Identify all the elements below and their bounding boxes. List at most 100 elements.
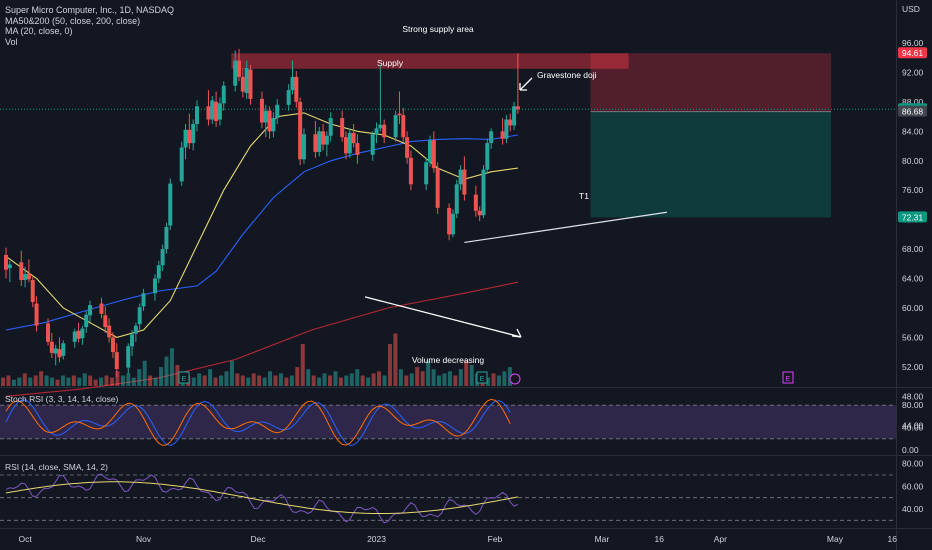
price-tag-label: 72.31 bbox=[902, 212, 924, 222]
candle-body bbox=[317, 131, 322, 152]
volume-bar bbox=[447, 371, 452, 386]
candle bbox=[164, 222, 169, 254]
candle-body bbox=[26, 273, 31, 280]
candle bbox=[481, 165, 486, 219]
price-tick-label: 96.00 bbox=[902, 38, 924, 48]
candle bbox=[244, 60, 249, 99]
volume-bar bbox=[6, 375, 11, 386]
volume-bar bbox=[442, 373, 447, 386]
t1-label: T1 bbox=[579, 191, 589, 201]
volume-bar bbox=[1, 377, 5, 386]
candle-body bbox=[382, 124, 387, 138]
candle-body bbox=[294, 76, 299, 102]
price-tick-label: 88.00 bbox=[902, 97, 924, 107]
price-tick-label: 64.00 bbox=[902, 274, 924, 284]
candle-body bbox=[321, 131, 326, 145]
volume-bar bbox=[398, 369, 403, 386]
candle bbox=[53, 344, 58, 366]
candle-body bbox=[374, 128, 379, 135]
candle-body bbox=[504, 119, 509, 139]
rsi-line bbox=[5, 473, 519, 524]
candle-body bbox=[343, 137, 348, 154]
candle-body bbox=[84, 314, 89, 328]
volume-bar bbox=[137, 369, 142, 386]
earnings-marker bbox=[782, 371, 794, 384]
candle-body bbox=[401, 115, 406, 138]
volume-bar bbox=[360, 375, 365, 386]
candle-body bbox=[370, 134, 375, 155]
candle-body bbox=[53, 348, 58, 354]
candle-body bbox=[508, 119, 513, 126]
candle bbox=[49, 332, 54, 359]
candle bbox=[240, 68, 245, 98]
candle bbox=[294, 70, 299, 108]
volume-bar bbox=[55, 379, 60, 386]
candle bbox=[130, 330, 135, 356]
candle-body bbox=[221, 85, 226, 104]
candle bbox=[512, 101, 517, 130]
candle-body bbox=[168, 183, 173, 226]
candle bbox=[30, 277, 35, 308]
candle-body bbox=[130, 334, 135, 347]
candle-body bbox=[481, 169, 486, 216]
candle-body bbox=[195, 106, 199, 124]
volume-bar bbox=[251, 373, 256, 386]
candle-body bbox=[286, 90, 291, 105]
candle bbox=[290, 60, 295, 95]
volume-bar bbox=[328, 375, 332, 386]
rsi-tick-label: 80.00 bbox=[902, 459, 924, 469]
candle-body bbox=[49, 341, 54, 353]
candle bbox=[160, 244, 165, 272]
price-tag-label: 86.68 bbox=[902, 107, 924, 117]
volume-legend: Vol bbox=[5, 36, 18, 47]
time-tick-label: 16 bbox=[888, 534, 898, 544]
price-tick-label: 76.00 bbox=[902, 185, 924, 195]
ma20-legend: MA (20, close, 0) bbox=[5, 26, 73, 36]
candle-body bbox=[72, 331, 77, 342]
candle bbox=[263, 104, 268, 138]
volume-bar bbox=[131, 377, 136, 386]
candle-body bbox=[183, 129, 188, 148]
candle-body bbox=[76, 330, 81, 339]
candle bbox=[428, 135, 433, 167]
volume-bar bbox=[175, 365, 180, 386]
volume-bar bbox=[120, 375, 125, 386]
candle-body bbox=[301, 134, 306, 160]
candle bbox=[286, 84, 291, 111]
candle bbox=[408, 150, 413, 191]
candle bbox=[454, 179, 459, 219]
volume-bar bbox=[88, 375, 93, 386]
volume-bar bbox=[333, 371, 338, 386]
candle-body bbox=[34, 303, 39, 326]
price-tag-label: 94.61 bbox=[902, 48, 924, 58]
candle bbox=[237, 48, 242, 82]
candle-body bbox=[103, 315, 108, 328]
candle bbox=[450, 209, 455, 238]
volume-bar bbox=[66, 377, 71, 386]
candle bbox=[508, 113, 513, 132]
candle bbox=[26, 259, 31, 283]
candle bbox=[351, 123, 356, 148]
candle-body bbox=[80, 328, 85, 339]
candle-body bbox=[107, 325, 112, 338]
volume-bar bbox=[382, 375, 387, 386]
time-tick-label: Mar bbox=[595, 534, 610, 544]
take-profit-zone bbox=[590, 111, 832, 218]
candle bbox=[321, 123, 326, 151]
candle-body bbox=[263, 110, 268, 123]
volume-bar bbox=[164, 356, 169, 386]
volume-bar bbox=[44, 375, 49, 386]
volume-bar bbox=[110, 377, 114, 386]
candle-body bbox=[378, 124, 383, 129]
ma50-200-legend: MA50&200 (50, close, 200, close) bbox=[5, 15, 141, 26]
candle bbox=[156, 260, 161, 283]
price-tick-label: 84.00 bbox=[902, 126, 924, 136]
candle bbox=[57, 337, 62, 363]
ma200-line bbox=[5, 281, 519, 397]
time-tick-label: Feb bbox=[488, 534, 503, 544]
volume-bar bbox=[39, 371, 44, 386]
volume-bar bbox=[262, 377, 267, 386]
candle bbox=[206, 90, 211, 126]
candle-body bbox=[500, 131, 505, 139]
